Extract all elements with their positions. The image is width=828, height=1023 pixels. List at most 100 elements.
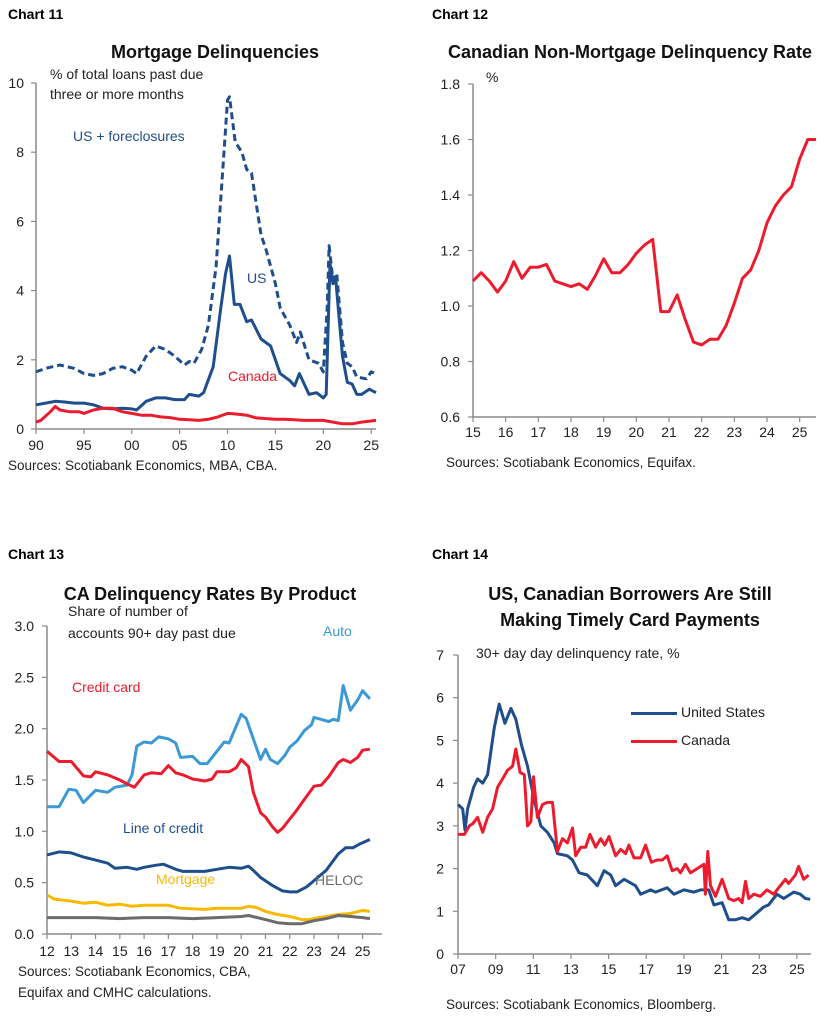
- chart-13-source-line-2: Equifax and CMHC calculations.: [18, 985, 212, 1000]
- chart-14-ylabel: 30+ day day delinquency rate, %: [476, 645, 680, 661]
- x-tick-label: 25: [355, 943, 371, 959]
- chart-13-series-line-auto: [47, 684, 372, 809]
- chart-13-series-label-auto: Auto: [323, 623, 352, 639]
- y-tick-label: 1.6: [441, 132, 461, 148]
- y-tick-label: 7: [436, 647, 444, 663]
- legend-swatch-canada: [631, 740, 677, 743]
- x-tick-label: 15: [268, 437, 284, 453]
- y-tick-label: 6: [16, 213, 24, 229]
- y-tick-label: 0: [16, 421, 24, 437]
- y-tick-label: 0.5: [15, 875, 35, 891]
- chart-13-label: Chart 13: [8, 546, 65, 562]
- y-tick-label: 0.8: [441, 354, 461, 370]
- x-tick-label: 15: [465, 424, 481, 440]
- chart-11-series-label-canada: Canada: [228, 368, 278, 384]
- x-tick-label: 24: [759, 424, 775, 440]
- y-tick-label: 0.6: [441, 409, 461, 425]
- x-tick-label: 15: [112, 943, 128, 959]
- chart-12-title: Canadian Non-Mortgage Delinquency Rate: [447, 42, 813, 62]
- chart-12-ylabel: %: [486, 69, 499, 85]
- x-tick-label: 13: [563, 961, 579, 977]
- chart-13-ylabel-line-1: Share of number of: [68, 603, 188, 619]
- x-tick-label: 23: [751, 961, 767, 977]
- chart-11-ylabel-line-1: % of total loans past due: [50, 66, 204, 82]
- chart-14-series-line-canada: [458, 747, 810, 905]
- chart-13-series-label-credit-card: Credit card: [72, 679, 141, 695]
- y-tick-label: 2.0: [15, 721, 35, 737]
- y-tick-label: 5: [436, 732, 444, 748]
- chart-13-ylabel-line-2: accounts 90+ day past due: [68, 625, 236, 641]
- y-tick-label: 10: [8, 75, 24, 91]
- chart-12-series-line-rate: [471, 138, 816, 347]
- x-tick-label: 13: [63, 943, 79, 959]
- x-tick-label: 17: [531, 424, 547, 440]
- chart-13-series-line-line-of-credit: [46, 838, 371, 894]
- x-tick-label: 18: [563, 424, 579, 440]
- y-tick-label: 1: [436, 903, 444, 919]
- chart-13-source-line-1: Sources: Scotiabank Economics, CBA,: [18, 964, 251, 979]
- y-tick-label: 3: [436, 818, 444, 834]
- y-tick-label: 8: [16, 144, 24, 160]
- chart-13-series-line-heloc: [47, 914, 371, 926]
- chart-13-series-line-credit-card: [46, 747, 371, 834]
- chart-13-series-line-mortgage: [46, 893, 371, 922]
- x-tick-label: 21: [714, 961, 730, 977]
- x-tick-label: 19: [596, 424, 612, 440]
- chart-14-series-line-united-states: [456, 702, 811, 922]
- y-tick-label: 1.2: [441, 243, 461, 259]
- chart-11-label: Chart 11: [8, 6, 64, 22]
- y-tick-label: 4: [436, 775, 444, 791]
- chart-12-source: Sources: Scotiabank Economics, Equifax.: [446, 455, 696, 470]
- x-tick-label: 21: [661, 424, 677, 440]
- y-tick-label: 1.5: [15, 772, 35, 788]
- chart-11-source: Sources: Scotiabank Economics, MBA, CBA.: [8, 458, 278, 473]
- x-tick-label: 20: [233, 943, 249, 959]
- x-tick-label: 20: [629, 424, 645, 440]
- legend-label-canada: Canada: [681, 732, 731, 748]
- y-tick-label: 6: [436, 690, 444, 706]
- x-tick-label: 22: [694, 424, 710, 440]
- x-tick-label: 17: [161, 943, 177, 959]
- y-tick-label: 2: [436, 861, 444, 877]
- chart-11-series-line-us-foreclosures: [35, 95, 377, 381]
- x-tick-label: 25: [363, 437, 379, 453]
- x-tick-label: 19: [209, 943, 225, 959]
- chart-14-title-line-1: US, Canadian Borrowers Are Still: [488, 584, 772, 604]
- chart-11-series-label-us: US: [247, 270, 267, 286]
- x-tick-label: 20: [316, 437, 332, 453]
- y-tick-label: 1.0: [441, 298, 461, 314]
- chart-13-series-label-heloc: HELOC: [315, 872, 364, 888]
- x-tick-label: 23: [306, 943, 322, 959]
- legend-label-united-states: United States: [681, 704, 766, 720]
- x-tick-label: 16: [498, 424, 514, 440]
- x-tick-label: 25: [789, 961, 805, 977]
- chart-14-label: Chart 14: [432, 546, 489, 562]
- x-tick-label: 17: [638, 961, 654, 977]
- y-tick-label: 2: [16, 352, 24, 368]
- x-tick-label: 14: [88, 943, 104, 959]
- x-tick-label: 24: [331, 943, 347, 959]
- x-tick-label: 19: [676, 961, 692, 977]
- y-tick-label: 2.5: [15, 669, 35, 685]
- x-tick-label: 18: [185, 943, 201, 959]
- chart-12-label: Chart 12: [432, 6, 489, 22]
- x-tick-label: 95: [76, 437, 92, 453]
- x-tick-label: 09: [488, 961, 504, 977]
- x-tick-label: 16: [136, 943, 152, 959]
- x-tick-label: 11: [526, 961, 541, 977]
- x-tick-label: 22: [282, 943, 298, 959]
- chart-11-series-label-us-foreclosures: US + foreclosures: [73, 128, 185, 144]
- y-tick-label: 1.4: [441, 187, 461, 203]
- y-tick-label: 3.0: [15, 618, 35, 634]
- y-tick-label: 1.8: [441, 76, 461, 92]
- x-tick-label: 10: [220, 437, 236, 453]
- chart-13-series-label-line-of-credit: Line of credit: [123, 820, 204, 836]
- x-tick-label: 23: [727, 424, 743, 440]
- x-tick-label: 12: [39, 943, 55, 959]
- y-tick-label: 1.0: [15, 823, 35, 839]
- chart-13-series-label-mortgage: Mortgage: [156, 871, 216, 887]
- x-tick-label: 07: [450, 961, 466, 977]
- x-tick-label: 15: [601, 961, 617, 977]
- chart-13-title: CA Delinquency Rates By Product: [63, 584, 357, 604]
